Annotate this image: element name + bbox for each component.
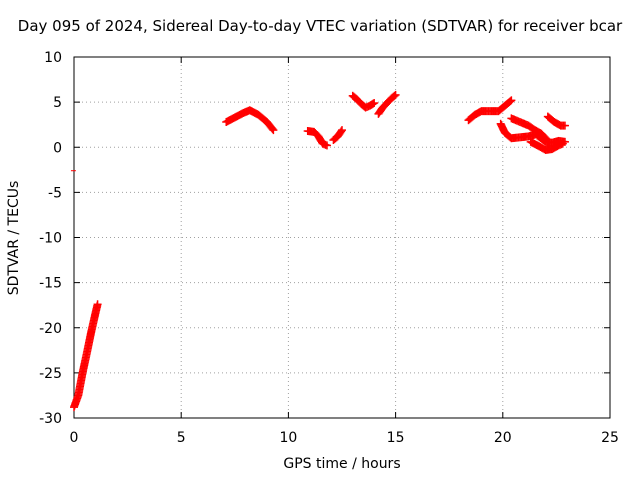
x-tick-label: 20 <box>494 430 512 446</box>
data-point <box>391 90 400 99</box>
data-point <box>560 137 569 146</box>
data-point <box>337 127 346 136</box>
x-tick-label: 0 <box>70 430 79 446</box>
data-point <box>560 121 569 130</box>
y-tick-label: 10 <box>44 50 62 66</box>
data-point <box>322 141 331 150</box>
x-tick-label: 25 <box>601 430 619 446</box>
chart-title: Day 095 of 2024, Sidereal Day-to-day VTE… <box>17 17 623 35</box>
y-tick-label: -20 <box>39 321 62 337</box>
y-tick-label: -30 <box>39 411 62 427</box>
data-point <box>507 96 516 105</box>
y-tick-label: -25 <box>39 366 62 382</box>
data-points <box>70 90 569 412</box>
data-point <box>506 97 515 106</box>
y-tick-label: -5 <box>48 185 62 201</box>
y-tick-label: 5 <box>53 95 62 111</box>
y-axis-label: SDTVAR / TECUs <box>6 180 22 296</box>
axes <box>73 56 611 419</box>
grid-lines <box>74 57 610 418</box>
x-tick-label: 15 <box>387 430 405 446</box>
data-point <box>93 300 102 309</box>
x-axis-label: GPS time / hours <box>283 456 401 472</box>
x-tick-label: 5 <box>177 430 186 446</box>
y-tick-label: 0 <box>53 140 62 156</box>
data-point <box>269 126 278 135</box>
data-point <box>268 124 277 133</box>
plot-frame <box>73 56 611 419</box>
data-point <box>370 99 379 108</box>
data-point <box>390 91 399 100</box>
y-tick-label: -15 <box>39 276 62 292</box>
x-tick-label: 10 <box>279 430 297 446</box>
data-point <box>338 126 346 135</box>
tick-labels: 0 5 10 15 20 25 10 5 0 -5 -10 -15 -20 -25 -30 <box>39 50 619 446</box>
y-tick-label: -10 <box>39 231 62 247</box>
